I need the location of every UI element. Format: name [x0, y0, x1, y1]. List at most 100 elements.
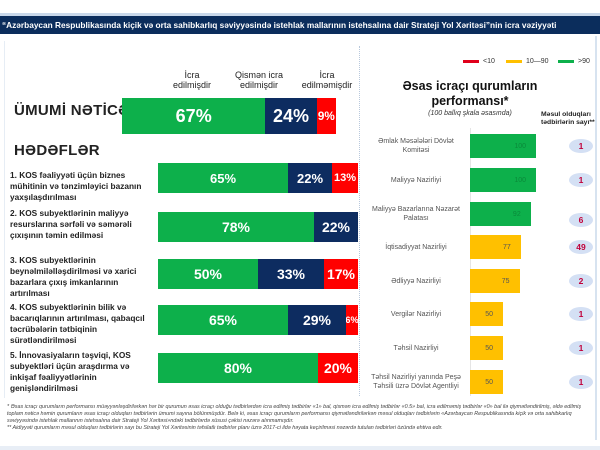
performance-bar: 50: [470, 336, 503, 360]
agency-label: Təhsil Nazirliyi yanında Peşə Təhsili üz…: [371, 374, 461, 390]
partial-segment: 22%: [288, 163, 332, 193]
agency-label: Maliyyə Bazarlarına Nəzarət Palatası: [372, 206, 460, 222]
segment-value-label: 65%: [209, 170, 237, 186]
agency-label: Maliyyə Nazirliyi: [390, 177, 442, 184]
measures-count-badge: 1: [569, 307, 593, 321]
measures-count-badge: 2: [569, 274, 593, 288]
segment-value-label: 67%: [175, 105, 212, 126]
goal-stacked-bar: 50% 33% 17%: [158, 259, 358, 289]
agency-label: İqtisadiyyat Nazirliyi: [385, 244, 447, 251]
legend-item: >90: [558, 58, 590, 65]
segment-value-label: 9%: [317, 109, 335, 123]
column-header-not-implemented: İcra edilməmişdir: [301, 70, 353, 90]
goal-stacked-bar: 65% 22% 13%: [158, 163, 358, 193]
performance-value: 50: [485, 344, 493, 352]
column-header-partial: Qismən icra edilmişdir: [234, 70, 283, 90]
legend-label: >90: [578, 58, 590, 65]
not-implemented-segment: 9%: [316, 98, 336, 134]
performance-title: Əsas icraçı qurumların performansı*: [402, 79, 538, 108]
footnote-2: ** Aidiyyəti qurumların məsul olduqları …: [7, 425, 443, 431]
right-border: [595, 36, 597, 440]
performance-value: 50: [485, 310, 493, 318]
implemented-segment: 80%: [158, 353, 318, 383]
segment-value-label: 22%: [321, 219, 351, 235]
implemented-segment: 65%: [158, 163, 288, 193]
measures-count-badge: 1: [569, 375, 593, 389]
segment-value-label: 13%: [333, 172, 357, 184]
footnote-1: * Əsas icraçı qurumların performansı müə…: [7, 404, 582, 424]
footnotes: * Əsas icraçı qurumların performansı müə…: [7, 404, 597, 432]
segment-value-label: 22%: [296, 170, 324, 186]
legend-label: 10—90: [526, 58, 549, 65]
segment-value-label: 20%: [323, 360, 353, 376]
measures-count-badge: 1: [569, 341, 593, 355]
measures-count-badge: 6: [569, 213, 593, 227]
segment-value-label: 29%: [302, 312, 332, 328]
measures-count-badge: 49: [569, 240, 593, 254]
overall-result-label: ÜMUMİ NƏTİCƏ: [14, 102, 130, 119]
goal-label: 5. İnnovasiyaların təşviqi, KOS subyektl…: [10, 350, 131, 393]
agency-label: Təhsil Nazirliyi: [393, 345, 439, 352]
segment-value-label: 78%: [221, 219, 251, 235]
not-implemented-segment: 6%: [346, 305, 358, 335]
segment-value-label: 65%: [208, 312, 238, 328]
legend-item: 10—90: [506, 58, 549, 65]
performance-bar: 92: [470, 202, 531, 226]
score-axis: [470, 128, 471, 396]
goal-stacked-bar: 65% 29% 6%: [158, 305, 358, 335]
performance-value: 77: [503, 243, 511, 251]
legend-item: <10: [463, 58, 495, 65]
measures-count-badge: 1: [569, 139, 593, 153]
performance-bar: 75: [470, 269, 520, 293]
performance-bar: 77: [470, 235, 521, 259]
not-implemented-segment: 17%: [324, 259, 358, 289]
performance-value: 75: [501, 277, 510, 285]
title-bar-accent: [0, 13, 600, 16]
performance-bar: 100: [470, 134, 536, 158]
count-header: Məsul olduqları tədbirlərin sayı**: [541, 111, 595, 126]
legend-swatch: [463, 60, 479, 63]
measures-count-badge: 1: [569, 173, 593, 187]
segment-value-label: 17%: [326, 266, 356, 282]
segment-value-label: 24%: [273, 105, 310, 126]
agency-label: Ədliyyə Nazirliyi: [391, 278, 441, 285]
partial-segment: 22%: [314, 212, 358, 242]
performance-bar: 50: [470, 302, 503, 326]
not-implemented-segment: 13%: [332, 163, 358, 193]
agency-label: Əmlak Məsələləri Dövlət Komitəsi: [378, 138, 454, 154]
partial-segment: 24%: [265, 98, 317, 134]
goal-label: 3. KOS subyektlərinin beynəlmiləlləşdiri…: [10, 255, 137, 298]
performance-value: 50: [485, 378, 493, 386]
implemented-segment: 78%: [158, 212, 314, 242]
agency-label: Vergilər Nazirliyi: [390, 311, 442, 318]
segment-value-label: 50%: [193, 266, 223, 282]
segment-value-label: 80%: [223, 360, 253, 376]
goal-stacked-bar: 78% 22%: [158, 212, 358, 242]
not-implemented-segment: 20%: [318, 353, 358, 383]
goal-label: 1. KOS fəaliyyəti üçün biznes mühitinin …: [10, 170, 142, 202]
legend-swatch: [506, 60, 522, 63]
goal-stacked-bar: 80% 20%: [158, 353, 358, 383]
goal-label: 2. KOS subyektlərinin maliyyə resursları…: [10, 208, 132, 240]
legend-swatch: [558, 60, 574, 63]
performance-value: 100: [514, 142, 526, 150]
performance-value: 92: [512, 210, 521, 218]
column-header-implemented: İcra edilmişdir: [172, 70, 211, 90]
implemented-segment: 50%: [158, 259, 258, 289]
performance-bar: 100: [470, 168, 536, 192]
legend-label: <10: [483, 58, 495, 65]
bottom-line: [0, 446, 600, 450]
implemented-segment: 67%: [122, 98, 266, 134]
page-title: “Azərbaycan Respublikasında kiçik və ort…: [0, 16, 600, 34]
performance-subtitle: (100 ballıq şkala əsasında): [428, 110, 512, 117]
partial-segment: 29%: [288, 305, 346, 335]
performance-value: 100: [514, 176, 526, 184]
segment-value-label: 6%: [346, 315, 358, 325]
goal-label: 4. KOS subyektlərinin bilik və bacarıqla…: [10, 302, 145, 345]
panel-divider: [359, 46, 360, 396]
segment-value-label: 33%: [276, 266, 306, 282]
performance-bar: 50: [470, 370, 503, 394]
overall-stacked-bar: 67% 24% 9%: [122, 98, 336, 134]
implemented-segment: 65%: [158, 305, 288, 335]
left-panel: [4, 41, 360, 398]
